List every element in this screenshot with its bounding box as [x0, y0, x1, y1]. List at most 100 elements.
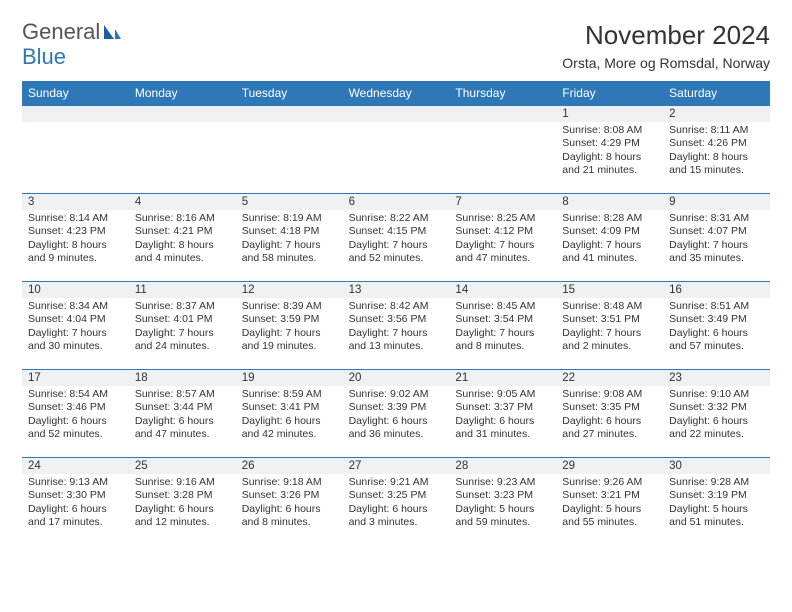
daylight: Daylight: 6 hours and 47 minutes. — [135, 415, 230, 442]
sunset: Sunset: 3:46 PM — [28, 401, 123, 414]
day-number: 5 — [236, 194, 343, 210]
daylight: Daylight: 6 hours and 27 minutes. — [562, 415, 657, 442]
sunrise: Sunrise: 8:28 AM — [562, 212, 657, 225]
sunrise: Sunrise: 9:26 AM — [562, 476, 657, 489]
day-info: Sunrise: 8:48 AMSunset: 3:51 PMDaylight:… — [556, 298, 663, 358]
daylight: Daylight: 7 hours and 35 minutes. — [669, 239, 764, 266]
sunset: Sunset: 3:39 PM — [349, 401, 444, 414]
day-number: 21 — [449, 370, 556, 386]
calendar-cell: 24Sunrise: 9:13 AMSunset: 3:30 PMDayligh… — [22, 457, 129, 545]
sunrise: Sunrise: 8:57 AM — [135, 388, 230, 401]
page-title: November 2024 — [562, 20, 770, 51]
sunset: Sunset: 3:21 PM — [562, 489, 657, 502]
day-info: Sunrise: 8:31 AMSunset: 4:07 PMDaylight:… — [663, 210, 770, 270]
day-info: Sunrise: 9:26 AMSunset: 3:21 PMDaylight:… — [556, 474, 663, 534]
sunrise: Sunrise: 9:05 AM — [455, 388, 550, 401]
daylight: Daylight: 5 hours and 59 minutes. — [455, 503, 550, 530]
sunset: Sunset: 3:30 PM — [28, 489, 123, 502]
sunrise: Sunrise: 9:16 AM — [135, 476, 230, 489]
day-info: Sunrise: 9:18 AMSunset: 3:26 PMDaylight:… — [236, 474, 343, 534]
calendar-cell: 30Sunrise: 9:28 AMSunset: 3:19 PMDayligh… — [663, 457, 770, 545]
day-number: 7 — [449, 194, 556, 210]
calendar-cell: 16Sunrise: 8:51 AMSunset: 3:49 PMDayligh… — [663, 281, 770, 369]
sunset: Sunset: 3:49 PM — [669, 313, 764, 326]
daylight: Daylight: 7 hours and 19 minutes. — [242, 327, 337, 354]
calendar-cell: 28Sunrise: 9:23 AMSunset: 3:23 PMDayligh… — [449, 457, 556, 545]
daylight: Daylight: 7 hours and 52 minutes. — [349, 239, 444, 266]
day-number: 15 — [556, 282, 663, 298]
sunset: Sunset: 3:32 PM — [669, 401, 764, 414]
day-info: Sunrise: 9:23 AMSunset: 3:23 PMDaylight:… — [449, 474, 556, 534]
daylight: Daylight: 6 hours and 57 minutes. — [669, 327, 764, 354]
calendar-cell: 7Sunrise: 8:25 AMSunset: 4:12 PMDaylight… — [449, 193, 556, 281]
sunrise: Sunrise: 8:34 AM — [28, 300, 123, 313]
day-info: Sunrise: 9:08 AMSunset: 3:35 PMDaylight:… — [556, 386, 663, 446]
sunset: Sunset: 3:44 PM — [135, 401, 230, 414]
day-number: 25 — [129, 458, 236, 474]
daylight: Daylight: 8 hours and 21 minutes. — [562, 151, 657, 178]
day-number: 14 — [449, 282, 556, 298]
day-number: 18 — [129, 370, 236, 386]
daylight: Daylight: 6 hours and 12 minutes. — [135, 503, 230, 530]
calendar-cell: 17Sunrise: 8:54 AMSunset: 3:46 PMDayligh… — [22, 369, 129, 457]
day-number — [343, 106, 450, 122]
calendar-cell: 22Sunrise: 9:08 AMSunset: 3:35 PMDayligh… — [556, 369, 663, 457]
sunrise: Sunrise: 9:18 AM — [242, 476, 337, 489]
daylight: Daylight: 6 hours and 31 minutes. — [455, 415, 550, 442]
day-info: Sunrise: 9:16 AMSunset: 3:28 PMDaylight:… — [129, 474, 236, 534]
day-info: Sunrise: 8:37 AMSunset: 4:01 PMDaylight:… — [129, 298, 236, 358]
calendar-cell: 4Sunrise: 8:16 AMSunset: 4:21 PMDaylight… — [129, 193, 236, 281]
calendar-cell-empty — [343, 105, 450, 193]
dow-header: Wednesday — [343, 81, 450, 105]
sunrise: Sunrise: 8:48 AM — [562, 300, 657, 313]
calendar-cell-empty — [22, 105, 129, 193]
day-info: Sunrise: 8:51 AMSunset: 3:49 PMDaylight:… — [663, 298, 770, 358]
calendar-cell: 26Sunrise: 9:18 AMSunset: 3:26 PMDayligh… — [236, 457, 343, 545]
sunrise: Sunrise: 8:16 AM — [135, 212, 230, 225]
day-info: Sunrise: 8:08 AMSunset: 4:29 PMDaylight:… — [556, 122, 663, 182]
calendar-cell: 21Sunrise: 9:05 AMSunset: 3:37 PMDayligh… — [449, 369, 556, 457]
daylight: Daylight: 7 hours and 58 minutes. — [242, 239, 337, 266]
calendar-cell-empty — [129, 105, 236, 193]
daylight: Daylight: 6 hours and 3 minutes. — [349, 503, 444, 530]
sunset: Sunset: 4:26 PM — [669, 137, 764, 150]
daylight: Daylight: 6 hours and 22 minutes. — [669, 415, 764, 442]
day-number: 22 — [556, 370, 663, 386]
page: General Blue November 2024 Orsta, More o… — [0, 0, 792, 565]
day-info: Sunrise: 9:10 AMSunset: 3:32 PMDaylight:… — [663, 386, 770, 446]
daylight: Daylight: 6 hours and 42 minutes. — [242, 415, 337, 442]
calendar-cell: 20Sunrise: 9:02 AMSunset: 3:39 PMDayligh… — [343, 369, 450, 457]
sunset: Sunset: 4:04 PM — [28, 313, 123, 326]
day-info: Sunrise: 9:21 AMSunset: 3:25 PMDaylight:… — [343, 474, 450, 534]
day-info: Sunrise: 8:25 AMSunset: 4:12 PMDaylight:… — [449, 210, 556, 270]
day-number: 12 — [236, 282, 343, 298]
sail-icon — [102, 22, 122, 45]
logo-text: General Blue — [22, 20, 122, 68]
daylight: Daylight: 5 hours and 55 minutes. — [562, 503, 657, 530]
day-info: Sunrise: 8:54 AMSunset: 3:46 PMDaylight:… — [22, 386, 129, 446]
calendar-cell: 10Sunrise: 8:34 AMSunset: 4:04 PMDayligh… — [22, 281, 129, 369]
title-block: November 2024 Orsta, More og Romsdal, No… — [562, 20, 770, 71]
brand-logo: General Blue — [22, 20, 122, 68]
day-number: 13 — [343, 282, 450, 298]
sunset: Sunset: 3:35 PM — [562, 401, 657, 414]
daylight: Daylight: 6 hours and 36 minutes. — [349, 415, 444, 442]
calendar-cell-empty — [236, 105, 343, 193]
logo-line2: Blue — [22, 44, 66, 69]
day-info: Sunrise: 9:05 AMSunset: 3:37 PMDaylight:… — [449, 386, 556, 446]
sunrise: Sunrise: 8:11 AM — [669, 124, 764, 137]
day-info: Sunrise: 8:28 AMSunset: 4:09 PMDaylight:… — [556, 210, 663, 270]
day-number: 30 — [663, 458, 770, 474]
day-number: 24 — [22, 458, 129, 474]
calendar-cell-empty — [449, 105, 556, 193]
sunset: Sunset: 3:41 PM — [242, 401, 337, 414]
day-number: 3 — [22, 194, 129, 210]
calendar-cell: 3Sunrise: 8:14 AMSunset: 4:23 PMDaylight… — [22, 193, 129, 281]
calendar-cell: 23Sunrise: 9:10 AMSunset: 3:32 PMDayligh… — [663, 369, 770, 457]
calendar-cell: 27Sunrise: 9:21 AMSunset: 3:25 PMDayligh… — [343, 457, 450, 545]
day-number: 9 — [663, 194, 770, 210]
calendar-cell: 5Sunrise: 8:19 AMSunset: 4:18 PMDaylight… — [236, 193, 343, 281]
day-info: Sunrise: 9:02 AMSunset: 3:39 PMDaylight:… — [343, 386, 450, 446]
day-number: 4 — [129, 194, 236, 210]
sunset: Sunset: 3:28 PM — [135, 489, 230, 502]
